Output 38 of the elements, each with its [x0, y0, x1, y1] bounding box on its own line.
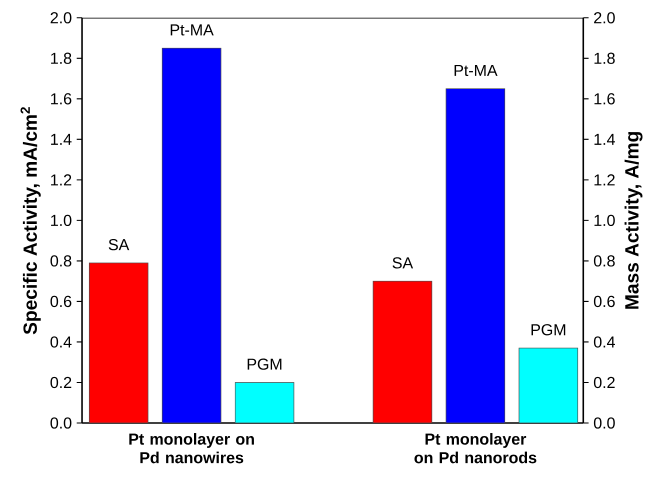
bar — [88, 262, 148, 424]
y-tick-label: 1.2 — [51, 174, 72, 186]
y-tick-label: 1.6 — [51, 93, 72, 104]
bar — [372, 280, 432, 424]
series-label: PGM — [532, 324, 566, 336]
x-tick-label: Pt monolayer on Pd nanorods — [414, 433, 536, 464]
y2-tick-label: 0.4 — [594, 336, 615, 348]
series-label: Pt-MA — [454, 64, 498, 76]
y2-axis-title: Mass Activity, A/mg — [624, 132, 643, 309]
y-tick-label: 1.4 — [51, 134, 72, 145]
y2-tick-label: 0.8 — [594, 255, 615, 267]
y-tick-label: 0.2 — [50, 376, 72, 388]
y-tick-label: 0.8 — [50, 255, 72, 267]
y2-tick-label: 2.0 — [594, 12, 615, 24]
y-tick-label: 1.8 — [51, 52, 72, 64]
y-tick-label: 0.0 — [50, 417, 72, 429]
text: Pt-MA — [170, 24, 214, 36]
y2-tick-label: 0.0 — [594, 417, 615, 429]
y-tick-label: 0.6 — [50, 296, 72, 308]
y-tick-label: 1.0 — [51, 214, 72, 226]
y2-tick-label: 1.2 — [594, 174, 615, 186]
y2-tick-label: 1.6 — [594, 93, 615, 104]
text: SA — [108, 238, 130, 250]
y2-tick-label: 0.6 — [594, 296, 615, 308]
y2-tick-label: 1.8 — [594, 52, 615, 64]
y-tick-label: 2.0 — [50, 12, 72, 24]
text: PGM — [248, 358, 282, 370]
bar — [446, 88, 506, 424]
x-tick-label: Pt monolayer on Pd nanowires — [129, 433, 254, 464]
bar — [162, 48, 222, 424]
y-axis-title: Specific Activity, mA/cm$^{2}$ — [20, 107, 41, 334]
bar — [518, 348, 578, 424]
y2-tick-label: 0.2 — [594, 376, 615, 388]
y2-tick-label: 1.0 — [594, 214, 615, 226]
y2-tick-label: 1.4 — [594, 134, 615, 145]
series-label: SA — [392, 257, 414, 268]
y-tick-label: 0.4 — [50, 336, 72, 348]
bar — [234, 382, 294, 424]
